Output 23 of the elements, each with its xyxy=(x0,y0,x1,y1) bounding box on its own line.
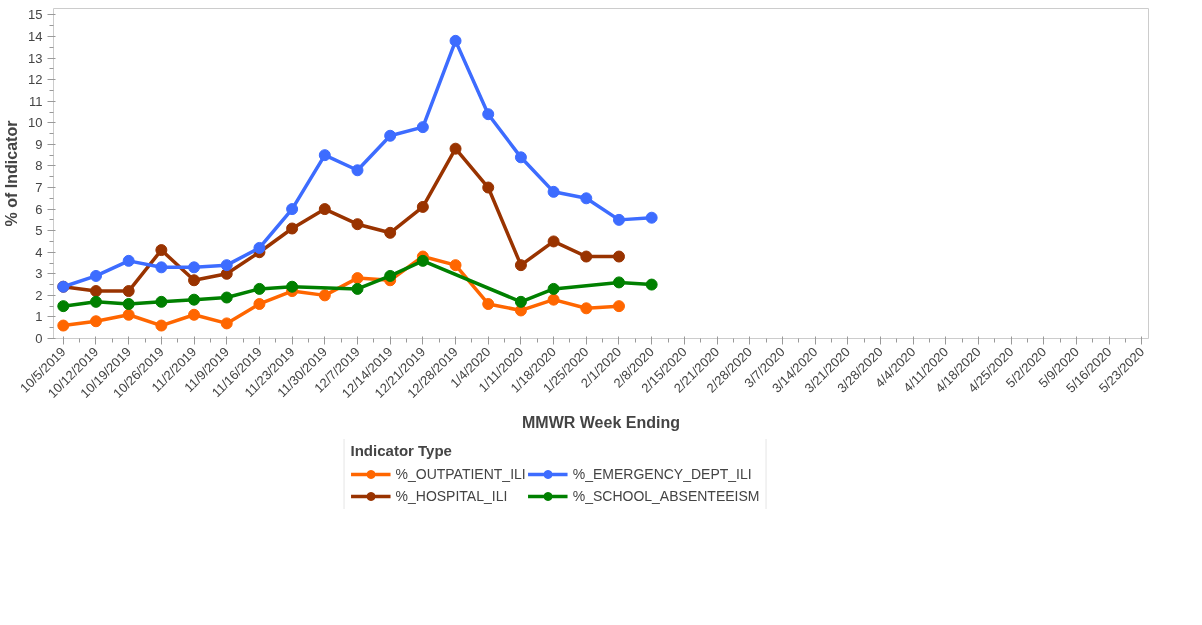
y-tick-label: 6 xyxy=(35,201,43,217)
y-tick-label: 1 xyxy=(35,309,43,325)
y-tick-label: 3 xyxy=(35,266,43,282)
y-tick-label: 7 xyxy=(35,180,43,196)
legend-label: %_SCHOOL_ABSENTEEISM xyxy=(572,488,760,504)
y-tick-label: 11 xyxy=(29,93,43,109)
y-tick-label: 8 xyxy=(35,158,43,174)
y-axis-title: % of Indicator xyxy=(3,120,21,227)
y-tick-label: 12 xyxy=(28,72,43,88)
y-tick-label: 10 xyxy=(28,115,43,131)
y-tick-label: 9 xyxy=(35,136,43,152)
y-tick-label: 14 xyxy=(28,29,43,45)
x-axis-title: MMWR Week Ending xyxy=(522,414,680,432)
y-tick-label: 4 xyxy=(35,244,43,260)
legend-title: Indicator Type xyxy=(350,442,453,459)
legend-label: %_EMERGENCY_DEPT_ILI xyxy=(572,466,752,482)
y-tick-label: 2 xyxy=(35,287,43,303)
y-tick-label: 0 xyxy=(35,331,43,346)
y-tick-label: 5 xyxy=(35,223,43,239)
y-tick-label: 15 xyxy=(28,7,43,23)
y-tick-label: 13 xyxy=(28,50,43,66)
legend-label: %_OUTPATIENT_ILI xyxy=(395,466,526,482)
legend-label: %_HOSPITAL_ILI xyxy=(395,488,508,504)
